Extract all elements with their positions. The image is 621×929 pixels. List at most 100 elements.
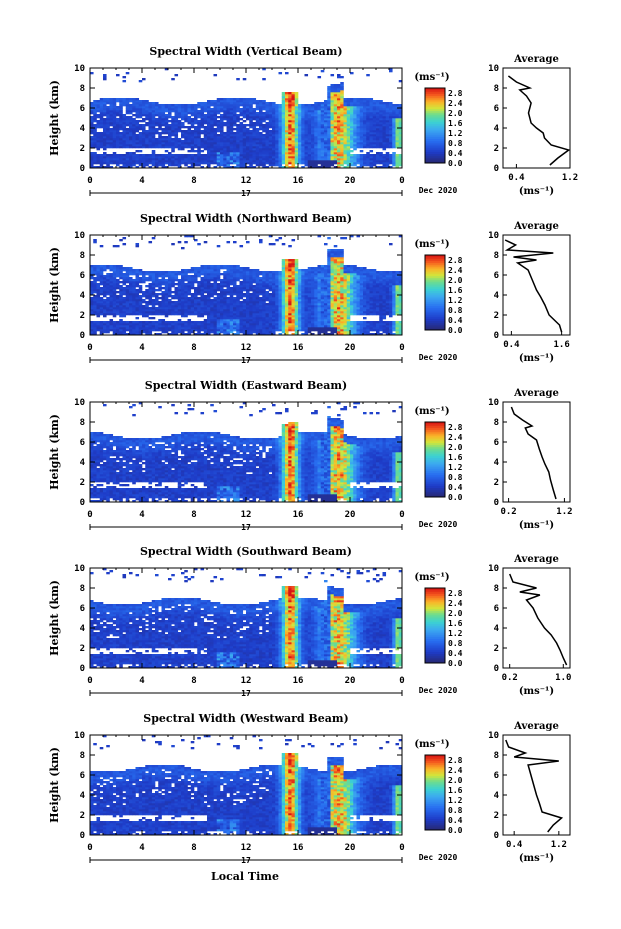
colorbar-segment <box>425 619 445 623</box>
heatmap-cells <box>90 402 403 503</box>
avg-y-tick-label: 2 <box>494 311 499 321</box>
avg-y-tick-label: 0 <box>494 331 499 341</box>
average-frame <box>502 401 571 503</box>
colorbar-segment <box>425 463 445 466</box>
y-tick-label: 2 <box>80 478 85 488</box>
x-tick-label: 4 <box>139 176 145 186</box>
colorbar-tick-label: 0.4 <box>448 649 463 658</box>
colorbar-tick-label: 1.2 <box>448 463 463 472</box>
colorbar-segment <box>425 618 445 621</box>
colorbar: (ms⁻¹) 0.00.40.81.21.62.02.42.8 <box>414 406 462 502</box>
x-tick-label: 4 <box>139 843 145 853</box>
colorbar-tick-label: 1.6 <box>448 619 463 628</box>
colorbar-segment <box>425 108 445 111</box>
colorbar-segment <box>425 828 445 831</box>
colorbar: (ms⁻¹) 0.00.40.81.21.62.02.42.8 <box>414 739 462 835</box>
avg-x-tick-label: 0.2 <box>500 507 516 517</box>
colorbar-tick-label: 1.6 <box>448 453 463 462</box>
date-label: Dec 2020 <box>419 686 458 695</box>
y-tick-label: 6 <box>80 104 85 114</box>
avg-y-tick-label: 4 <box>494 624 500 634</box>
colorbar-segment <box>425 809 445 812</box>
panel-title: Spectral Width (Eastward Beam) <box>145 379 347 392</box>
colorbar-segment <box>425 779 445 782</box>
y-tick-label: 4 <box>80 624 86 634</box>
colorbar-segment <box>425 818 445 822</box>
colorbar-segment <box>425 134 445 138</box>
x-tick-label: 0 <box>87 343 92 353</box>
average-profile-line <box>510 406 557 500</box>
colorbar-segment <box>425 290 445 293</box>
colorbar-frame <box>424 754 446 831</box>
x-tick-label: 0 <box>87 510 92 520</box>
average-frame <box>502 234 571 336</box>
colorbar-segment <box>425 599 445 602</box>
colorbar-segment <box>425 762 445 765</box>
x-tick-label: 12 <box>241 676 252 686</box>
colorbar-segment <box>425 788 445 792</box>
colorbar-segment <box>425 97 445 100</box>
colorbar-segment <box>425 604 445 608</box>
avg-x-tick-label: 0.4 <box>506 840 523 850</box>
colorbar-segment <box>425 457 445 460</box>
avg-x-tick-label: 1.6 <box>553 340 569 350</box>
colorbar-segment <box>425 826 445 829</box>
avg-x-tick-label: 0.2 <box>502 673 518 683</box>
colorbar-tick-label: 2.4 <box>448 766 463 775</box>
average-title: Average <box>513 388 559 399</box>
colorbar-segment <box>425 786 445 790</box>
colorbar-segment <box>425 433 445 436</box>
colorbar-segment <box>425 794 445 797</box>
colorbar-tick-label: 0.0 <box>448 493 463 502</box>
x-tick-label: 8 <box>191 843 196 853</box>
avg-y-tick-label: 8 <box>494 751 499 761</box>
colorbar-segment <box>425 482 445 485</box>
x-tick-label: 0 <box>87 843 92 853</box>
colorbar-segment <box>425 770 445 773</box>
colorbar-unit: (ms⁻¹) <box>414 406 449 417</box>
x-tick-label: 20 <box>345 843 356 853</box>
colorbar-segment <box>425 311 445 314</box>
colorbar-segment <box>425 309 445 312</box>
y-axis-label: Height (km) <box>48 247 61 323</box>
y-tick-label: 0 <box>80 164 85 174</box>
avg-y-tick-label: 6 <box>494 604 499 614</box>
avg-y-tick-label: 8 <box>494 251 499 261</box>
avg-y-tick-label: 6 <box>494 771 499 781</box>
colorbar-segment <box>425 468 445 472</box>
colorbar-frame <box>424 254 446 331</box>
colorbar-tick-label: 2.8 <box>448 89 463 98</box>
y-tick-label: 8 <box>80 751 85 761</box>
x-tick-label: 20 <box>345 676 356 686</box>
colorbar-segment <box>425 324 445 327</box>
average-x-label: (ms⁻¹) <box>519 186 554 197</box>
colorbar-tick-label: 2.4 <box>448 433 463 442</box>
avg-x-tick-label: 1.0 <box>555 673 571 683</box>
colorbar-tick-label: 0.4 <box>448 149 463 158</box>
colorbar-segment <box>425 116 445 119</box>
colorbar-segment <box>425 256 445 260</box>
colorbar-segment <box>425 307 445 310</box>
colorbar-unit: (ms⁻¹) <box>414 739 449 750</box>
colorbar-segment <box>425 318 445 322</box>
colorbar-segment <box>425 634 445 638</box>
colorbar-segment <box>425 138 445 141</box>
colorbar-segment <box>425 644 445 647</box>
colorbar-segment <box>425 133 445 136</box>
date-label: Dec 2020 <box>419 186 458 195</box>
colorbar-segment <box>425 446 445 449</box>
average-panel: Average 0 2 4 6 8 10 0.4 1.6 (ms⁻¹) <box>488 221 571 364</box>
colorbar-segment <box>425 266 445 269</box>
colorbar-segment <box>425 790 445 793</box>
colorbar-tick-label: 2.8 <box>448 589 463 598</box>
colorbar-segment <box>425 453 445 457</box>
colorbar-tick-label: 1.6 <box>448 119 463 128</box>
colorbar-segment <box>425 480 445 483</box>
panel-4: Spectral Width (Southward Beam)0 4 8 12 16 20… <box>48 545 571 698</box>
y-tick-label: 4 <box>80 291 86 301</box>
colorbar-frame <box>424 421 446 498</box>
colorbar-segment <box>425 101 445 104</box>
colorbar-segment <box>425 103 445 106</box>
colorbar-segment <box>425 140 445 143</box>
panel-title: Spectral Width (Southward Beam) <box>140 545 352 558</box>
